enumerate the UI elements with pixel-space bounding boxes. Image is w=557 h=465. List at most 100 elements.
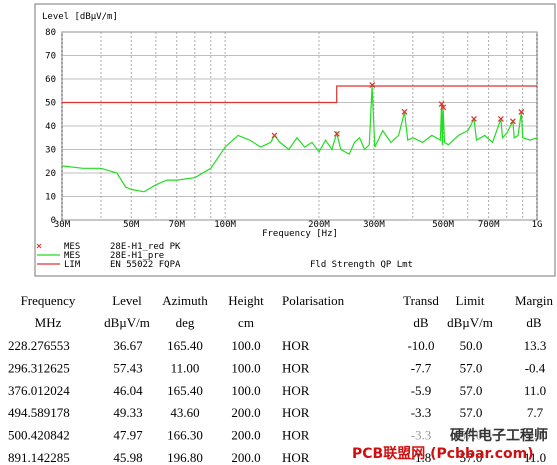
y-tick-label: 20 xyxy=(45,169,56,179)
table-cell: 49.33 xyxy=(113,405,142,420)
legend-name: 28E-H1_red PK xyxy=(110,242,181,252)
trace xyxy=(61,85,538,193)
table-header: dB xyxy=(413,315,429,330)
table-cell: HOR xyxy=(282,428,310,443)
x-tick-label: 70M xyxy=(169,220,186,230)
table-header: Frequency xyxy=(21,293,76,308)
table-cell: 11.0 xyxy=(524,383,546,398)
peak-marker xyxy=(509,118,516,125)
x-tick-label: 30M xyxy=(54,220,71,230)
y-tick-label: 60 xyxy=(45,75,56,85)
table-cell: -7.7 xyxy=(411,360,432,375)
x-tick-label: 300M xyxy=(363,220,385,230)
x-tick-label: 1G xyxy=(532,220,543,230)
table-header: Height xyxy=(228,293,264,308)
x-tick-label: 700M xyxy=(478,220,500,230)
legend-name: Fld Strength QP Lmt xyxy=(310,260,413,270)
legend-tag: LIM xyxy=(64,260,81,270)
y-tick-label: 10 xyxy=(45,193,56,203)
table-cell: 46.04 xyxy=(113,383,143,398)
table-cell: -0.4 xyxy=(525,360,546,375)
legend-marker xyxy=(36,243,42,249)
table-header: dB xyxy=(526,315,542,330)
peak-marker xyxy=(369,82,376,88)
table-cell: -10.0 xyxy=(407,338,434,353)
legend-tag: MES xyxy=(64,251,80,261)
table-cell: HOR xyxy=(282,360,310,375)
table-cell: 200.0 xyxy=(231,405,260,420)
table-cell: 57.0 xyxy=(460,383,483,398)
table-cell: HOR xyxy=(282,338,310,353)
table-cell: 228.276553 xyxy=(8,338,70,353)
table-header: deg xyxy=(176,315,195,330)
peak-marker xyxy=(440,104,447,111)
x-tick-label: 200M xyxy=(308,220,330,230)
table-cell: 200.0 xyxy=(231,450,260,465)
table-header: MHz xyxy=(35,315,62,330)
table-cell: 47.97 xyxy=(113,428,143,443)
table-cell: 296.312625 xyxy=(8,360,70,375)
table-cell: HOR xyxy=(282,383,310,398)
table-cell: 45.98 xyxy=(113,450,142,465)
table-header: cm xyxy=(238,315,254,330)
table-cell: 200.0 xyxy=(231,428,260,443)
x-tick-label: 100M xyxy=(214,220,236,230)
peak-marker xyxy=(497,116,504,122)
table-cell: 100.0 xyxy=(231,360,260,375)
y-tick-label: 30 xyxy=(45,146,56,156)
table-cell: 165.40 xyxy=(167,338,203,353)
peak-marker xyxy=(271,132,278,139)
table-header: Polarisation xyxy=(282,293,345,308)
table-header: dBµV/m xyxy=(447,315,493,330)
table-cell: 166.30 xyxy=(167,428,203,443)
table-cell: 57.0 xyxy=(460,450,483,465)
y-tick-label: 80 xyxy=(45,28,56,38)
watermark-site: PCB联盟网 (Pcbbar.com) xyxy=(352,446,534,462)
table-header: Azimuth xyxy=(162,293,208,308)
table-cell: 13.3 xyxy=(524,338,547,353)
table-header: dBµV/m xyxy=(104,315,150,330)
y-tick-label: 70 xyxy=(45,52,56,62)
legend-name: 28E-H1_pre xyxy=(110,251,164,261)
watermark-bg xyxy=(405,425,555,443)
table-cell: 891.142285 xyxy=(8,450,70,465)
trace xyxy=(62,85,537,104)
table-cell: 7.7 xyxy=(527,405,544,420)
watermark-source: 硬件电子工程师 xyxy=(450,427,548,444)
table-cell: 165.40 xyxy=(167,383,203,398)
x-tick-label: 500M xyxy=(432,220,454,230)
table-cell: 43.60 xyxy=(170,405,199,420)
table-cell: -5.9 xyxy=(411,383,432,398)
y-axis-label: Level [dBµV/m] xyxy=(42,12,118,22)
peak-marker xyxy=(438,101,445,107)
legend-standard: EN 55022 FQPA xyxy=(110,260,181,270)
table-cell: HOR xyxy=(282,450,310,465)
table-cell: 36.67 xyxy=(113,338,143,353)
table-cell: 196.80 xyxy=(167,450,203,465)
table-cell: -3.3 xyxy=(411,405,432,420)
table-header: Margin xyxy=(515,293,554,308)
legend: MES 28E-H1_red PK MES 28E-H1_pre LIM EN 55022… xyxy=(36,242,413,270)
table-cell: 57.0 xyxy=(460,405,483,420)
table-cell: 500.420842 xyxy=(8,428,70,443)
table-cell: 50.0 xyxy=(460,338,483,353)
y-tick-label: 0 xyxy=(51,216,56,226)
table-cell: 100.0 xyxy=(231,338,260,353)
table-cell: 100.0 xyxy=(231,383,260,398)
legend-tag: MES xyxy=(64,242,80,252)
table-cell: 57.43 xyxy=(113,360,142,375)
y-tick-label: 50 xyxy=(45,99,56,109)
table-header: Transd xyxy=(403,293,439,308)
table-header: Level xyxy=(112,293,142,308)
y-tick-label: 40 xyxy=(45,122,56,132)
peak-marker xyxy=(333,130,340,137)
table-cell: HOR xyxy=(282,405,310,420)
table-cell: 11.00 xyxy=(171,360,200,375)
table-cell: 494.589178 xyxy=(8,405,70,420)
x-tick-label: 50M xyxy=(123,220,140,230)
table-cell: -1.8 xyxy=(411,450,432,465)
peak-marker xyxy=(401,108,408,115)
table-cell: 11.0 xyxy=(524,450,546,465)
peak-marker xyxy=(518,109,525,115)
